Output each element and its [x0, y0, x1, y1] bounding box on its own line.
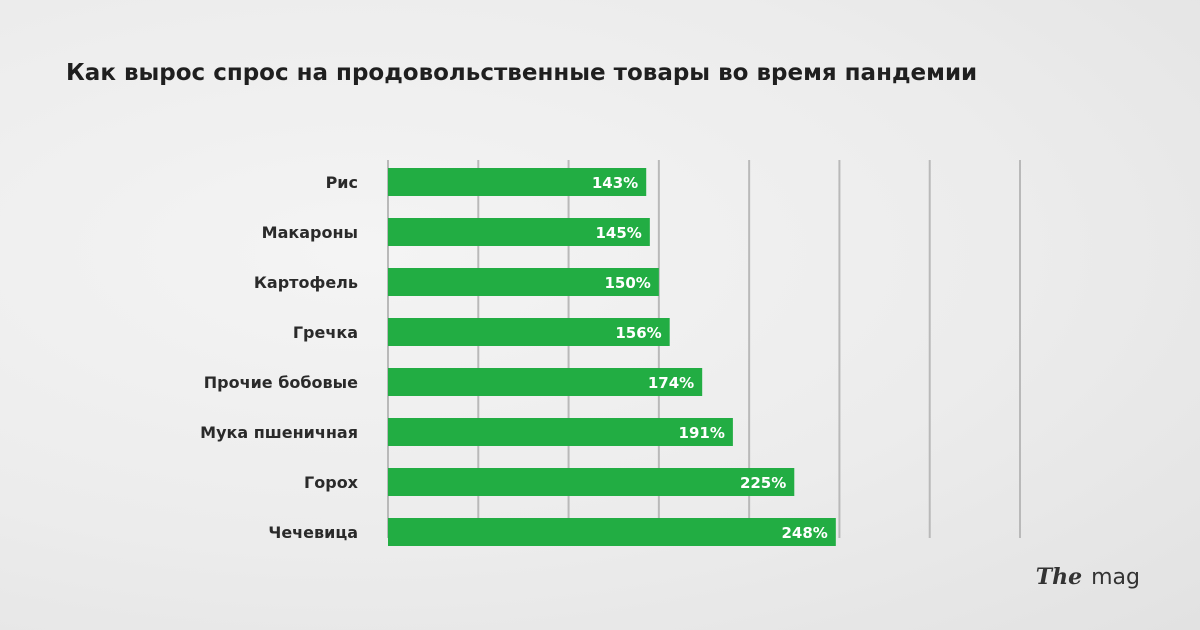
category-label: Горох	[304, 473, 359, 492]
category-label: Чечевица	[268, 523, 358, 542]
value-label: 156%	[615, 324, 661, 342]
bar	[388, 218, 650, 246]
brand-logo: The mag	[1036, 564, 1140, 590]
bar	[388, 368, 703, 396]
value-label: 191%	[679, 424, 725, 442]
bar	[388, 468, 795, 496]
category-label: Рис	[326, 173, 358, 192]
bar	[388, 318, 670, 346]
category-label: Мука пшеничная	[200, 423, 358, 442]
logo-mag: mag	[1091, 565, 1140, 590]
value-label: 225%	[740, 474, 786, 492]
bar	[388, 518, 836, 546]
value-label: 248%	[781, 524, 827, 542]
bars-group: Рис 143% Макароны 145% Картофель 150% Гречка 15…	[200, 168, 836, 546]
category-label: Картофель	[254, 273, 358, 292]
chart-title: Как вырос спрос на продовольственные тов…	[66, 60, 978, 86]
bar	[388, 168, 647, 196]
category-label: Прочие бобовые	[204, 373, 358, 392]
category-label: Макароны	[262, 223, 358, 242]
value-label: 174%	[648, 374, 694, 392]
value-label: 143%	[592, 174, 638, 192]
bar	[388, 418, 733, 446]
bar	[388, 268, 659, 296]
logo-the: The	[1035, 564, 1083, 590]
value-label: 150%	[605, 274, 651, 292]
value-label: 145%	[595, 224, 641, 242]
category-label: Гречка	[293, 323, 358, 342]
